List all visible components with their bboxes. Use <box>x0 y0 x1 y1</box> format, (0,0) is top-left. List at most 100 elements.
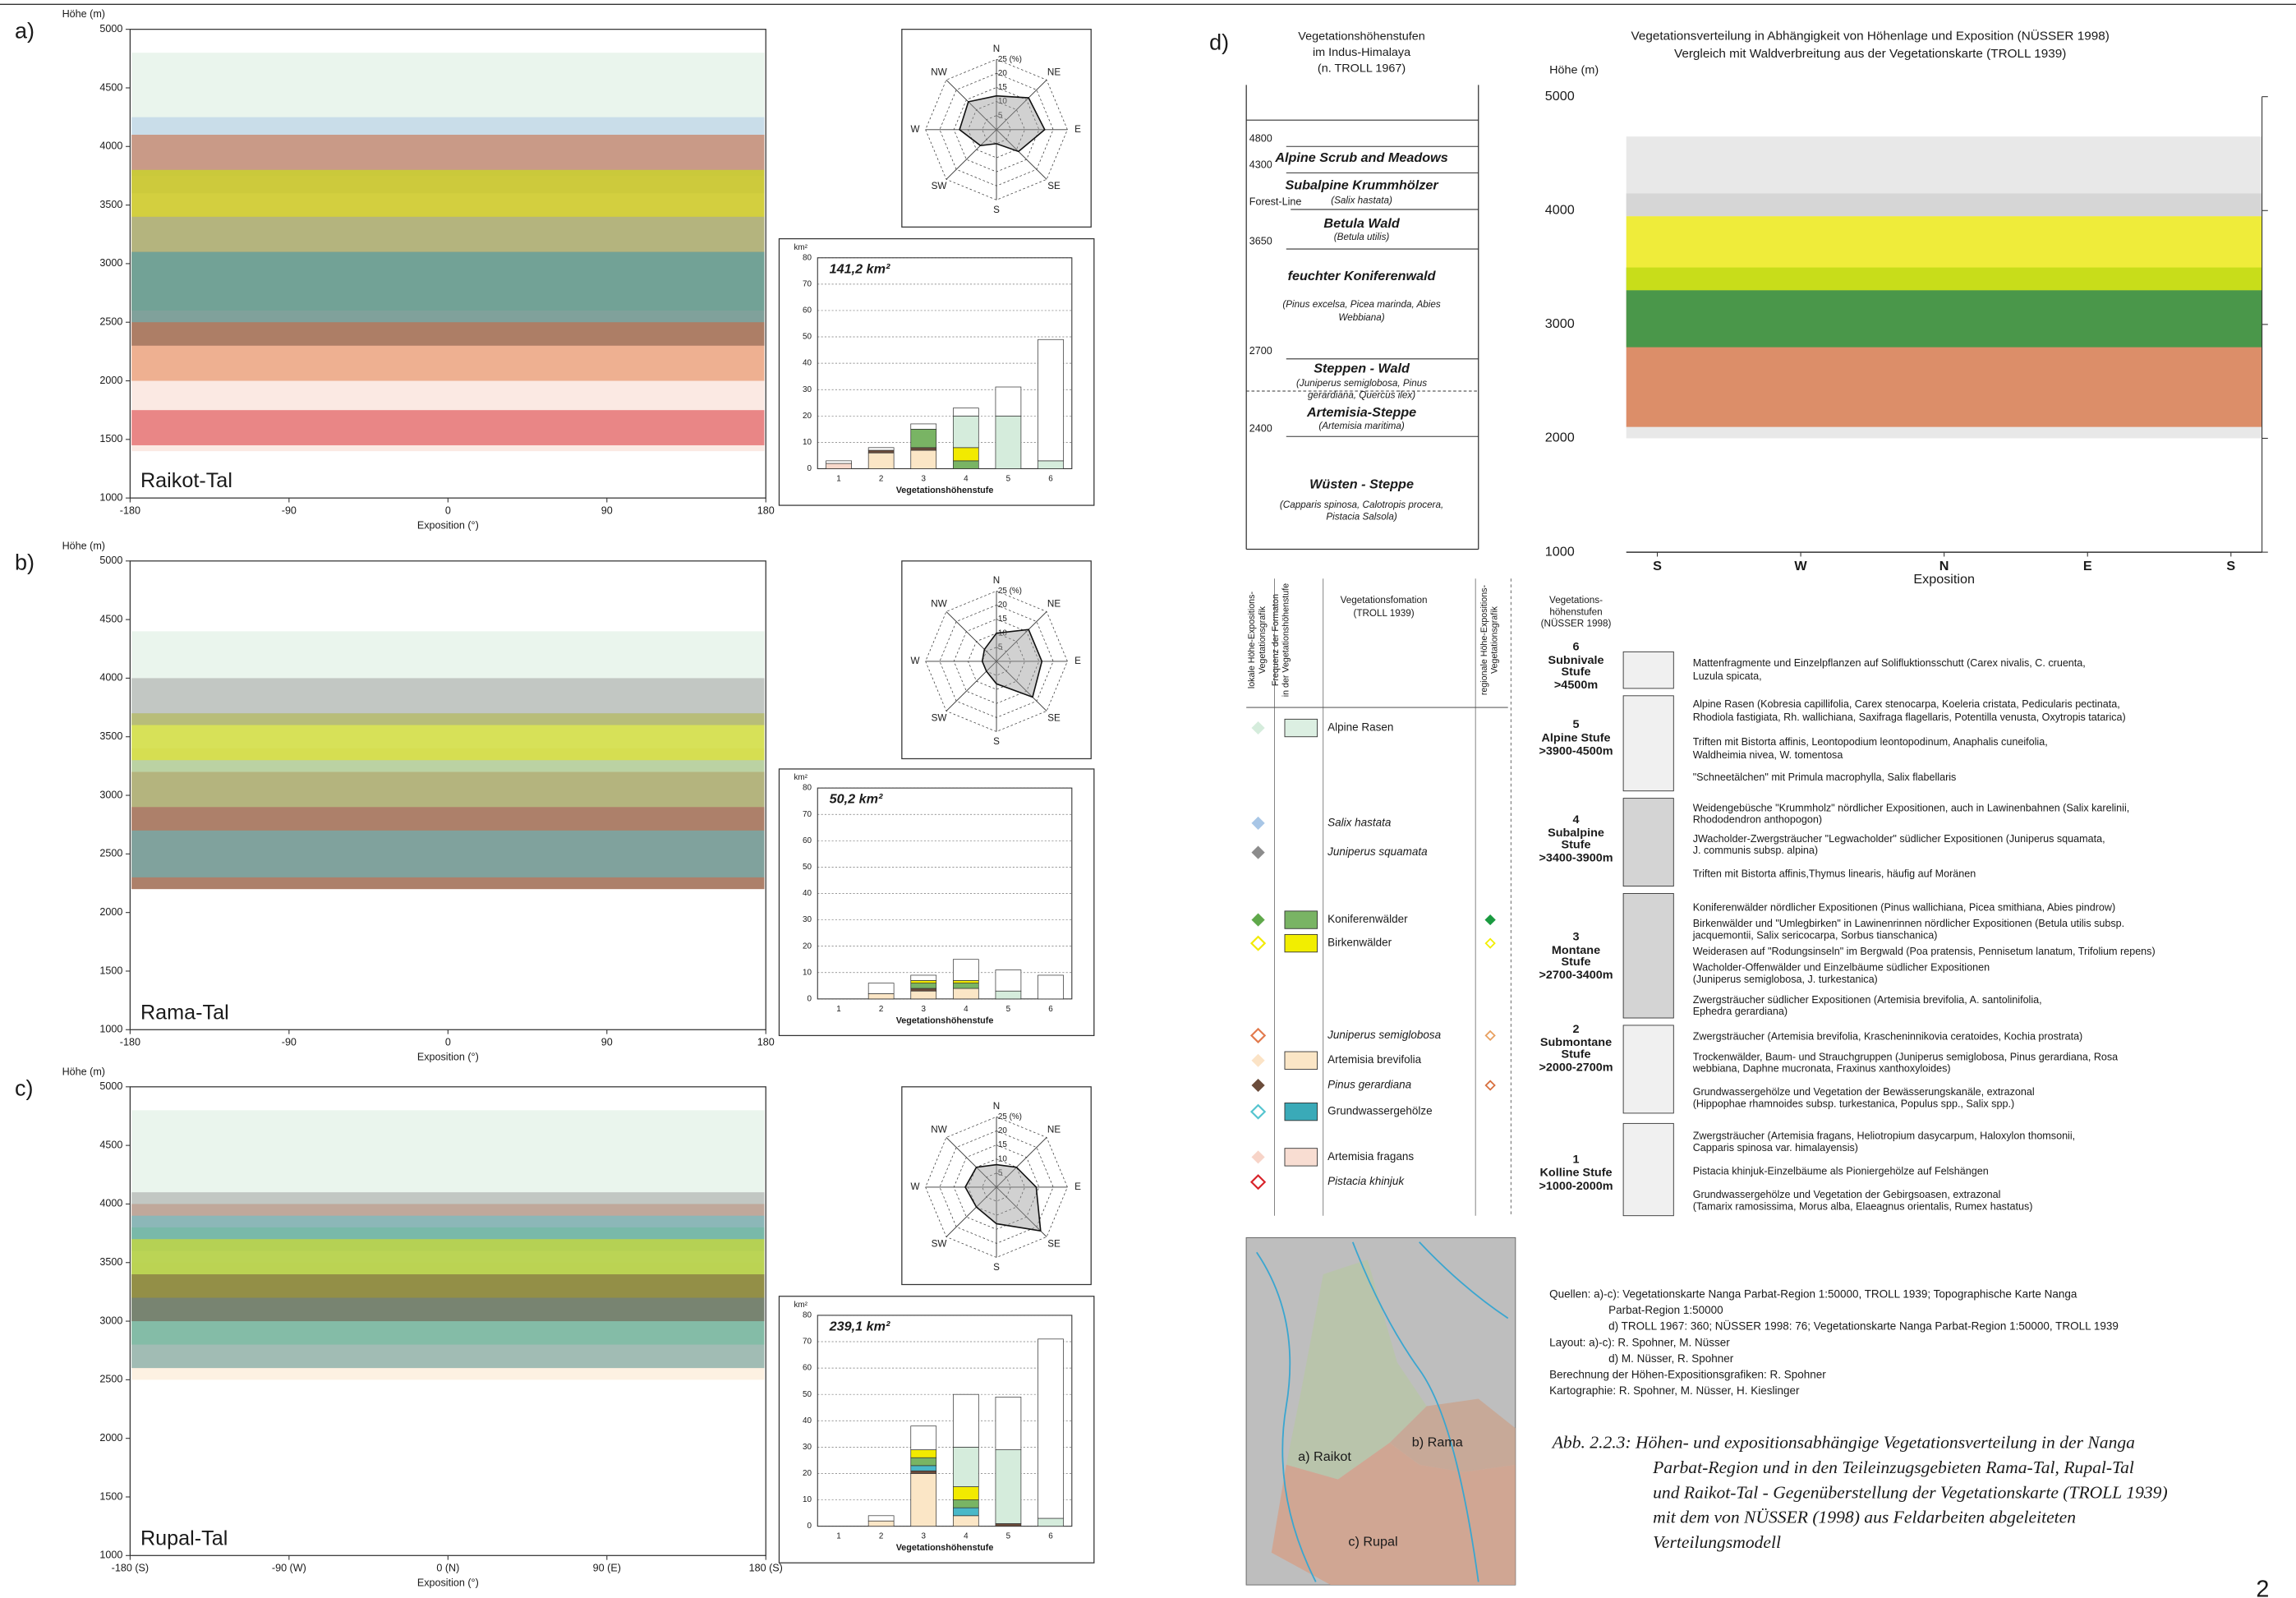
boundary-label: 2400 <box>1249 423 1272 435</box>
legend-label: Koniferenwälder <box>1327 913 1408 925</box>
y-tick-label: 20 <box>803 942 812 951</box>
valley-name: Rupal-Tal <box>140 1527 228 1550</box>
stufe-number: 6 <box>1573 641 1580 654</box>
legend-swatch <box>1285 1103 1318 1120</box>
stufe-number: 2 <box>1573 1023 1580 1036</box>
y-tick-label: 2000 <box>99 1432 122 1444</box>
radar-direction: W <box>911 1181 920 1192</box>
zone-species: (Pinus excelsa, Picea marinda, Abies <box>1282 299 1441 310</box>
y-tick-label: 60 <box>803 836 812 845</box>
bar-segment <box>868 450 894 453</box>
stufe-number: 1 <box>1573 1154 1580 1167</box>
y-tick-label: 40 <box>803 359 812 368</box>
zone-name: Artemisia-Steppe <box>1306 405 1416 420</box>
bar-segment <box>953 1516 978 1527</box>
zone-species: Webbiana) <box>1338 312 1384 323</box>
bar-segment <box>911 1473 936 1526</box>
stufe-description: Zwergsträucher (Artemisia brevifolia, Kr… <box>1693 1031 2083 1043</box>
stufe-description: (Tamarix ramosissima, Morus alba, Elaeag… <box>1693 1200 2033 1212</box>
troll-title: im Indus-Himalaya <box>1313 46 1410 59</box>
legend-label: Pinus gerardiana <box>1327 1079 1411 1091</box>
radar-direction: NE <box>1047 67 1061 78</box>
x-axis-label: Vegetationshöhenstufe <box>896 1543 994 1553</box>
y-tick-label: 50 <box>803 863 812 872</box>
x-tick-label: 90 <box>601 1037 613 1048</box>
bar-segment <box>911 450 936 468</box>
stufe-name: Stufe <box>1562 838 1591 851</box>
stufe-description: Birkenwälder und "Umlegbirken" in Lawine… <box>1693 918 2124 929</box>
vegetation-cloud <box>131 252 764 323</box>
stufe-range: >4500m <box>1554 679 1598 692</box>
legend-label: Pistacia khinjuk <box>1327 1175 1405 1187</box>
stufe-range: >3400-3900m <box>1539 852 1613 865</box>
legend-swatch <box>1285 1149 1318 1166</box>
bar-segment <box>953 983 978 988</box>
radar-direction: SW <box>932 181 947 191</box>
bar-segment <box>996 991 1021 999</box>
zone-species: (Juniperus semiglobosa, Pinus <box>1296 378 1427 389</box>
y-tick-label: 60 <box>803 306 812 315</box>
legend-marker <box>1251 1105 1264 1118</box>
stufe-description: Capparis spinosa var. himalayensis) <box>1693 1142 1858 1154</box>
y-tick-label: 30 <box>803 1443 812 1452</box>
source-line: Berechnung der Höhen-Expositionsgrafiken… <box>1549 1369 1826 1381</box>
y-tick-label: 0 <box>808 1522 812 1531</box>
y-tick-label: 10 <box>803 968 812 977</box>
stufe-name: Kolline Stufe <box>1540 1167 1613 1180</box>
y-tick-label: 3000 <box>99 789 122 800</box>
y-tick-label: 2000 <box>99 906 122 918</box>
y-tick-label: 4000 <box>99 672 122 684</box>
y-tick-label: 4500 <box>99 1139 122 1150</box>
radar-direction: NW <box>931 599 946 610</box>
bar-segment <box>911 1450 936 1458</box>
bar-segment <box>953 461 978 469</box>
stufe-description: Weidengebüsche "Krummholz" nördlicher Ex… <box>1693 802 2130 813</box>
bar-segment <box>1038 461 1064 469</box>
bar-title: 50,2 km² <box>830 792 883 807</box>
radar-tick-label: 25 (%) <box>998 587 1022 596</box>
x-tick-label: 2 <box>879 1532 884 1541</box>
radar-direction: N <box>993 1101 1000 1112</box>
bar-segment <box>868 1516 894 1521</box>
stufe-number: 4 <box>1573 813 1580 827</box>
legend-regional <box>1486 939 1495 948</box>
bar-segment <box>911 991 936 999</box>
y-tick-label: 1000 <box>99 491 122 503</box>
radar-direction: S <box>993 205 1000 215</box>
y-tick-label: 1000 <box>99 1024 122 1035</box>
radar-tick-label: 25 (%) <box>998 1112 1022 1121</box>
bar-segment <box>1038 1518 1064 1527</box>
y-tick-label: 4500 <box>99 81 122 93</box>
x-tick-label: 2 <box>879 475 884 484</box>
radar-direction: SW <box>932 1238 947 1249</box>
y-tick-label: 5000 <box>99 555 122 566</box>
bar-segment <box>953 416 978 448</box>
x-axis-label: Vegetationshöhenstufe <box>896 1015 994 1025</box>
y-tick-label: 3000 <box>99 1315 122 1326</box>
radar-direction: SW <box>932 712 947 723</box>
radar-direction: W <box>911 124 920 135</box>
zone-name: Betula Wald <box>1323 216 1400 231</box>
stufe-description: Zwergsträucher südlicher Expositionen (A… <box>1693 994 2042 1006</box>
stufe-range: >2700-3400m <box>1539 969 1613 982</box>
y-tick-label: 5000 <box>99 23 122 35</box>
stufe-range: >1000-2000m <box>1539 1180 1613 1193</box>
panel-label: d) <box>1209 30 1229 55</box>
source-line: d) TROLL 1967: 360; NÜSSER 1998: 76; Veg… <box>1608 1320 2119 1333</box>
bar-segment <box>953 448 978 461</box>
caption-line: Abb. 2.2.3: Höhen- und expositionsabhäng… <box>1551 1433 2135 1453</box>
vegetation-cloud <box>131 410 764 445</box>
legend-label: Juniperus semiglobosa <box>1327 1029 1441 1041</box>
y-tick-label: 30 <box>803 915 812 924</box>
x-axis-label: Exposition (°) <box>417 1577 479 1589</box>
legend-swatch <box>1285 911 1318 928</box>
x-tick-label: 6 <box>1048 475 1053 484</box>
stufe-description: Rhododendron anthopogon) <box>1693 814 1822 826</box>
x-tick-label: 6 <box>1048 1532 1053 1541</box>
radar-direction: E <box>1074 656 1081 666</box>
radar-direction: W <box>911 656 920 666</box>
radar-direction: SE <box>1047 181 1061 191</box>
y-tick-label: 70 <box>803 279 812 288</box>
zone-species: (Artemisia maritima) <box>1318 421 1405 431</box>
radar-tick-label: 15 <box>998 1140 1008 1149</box>
